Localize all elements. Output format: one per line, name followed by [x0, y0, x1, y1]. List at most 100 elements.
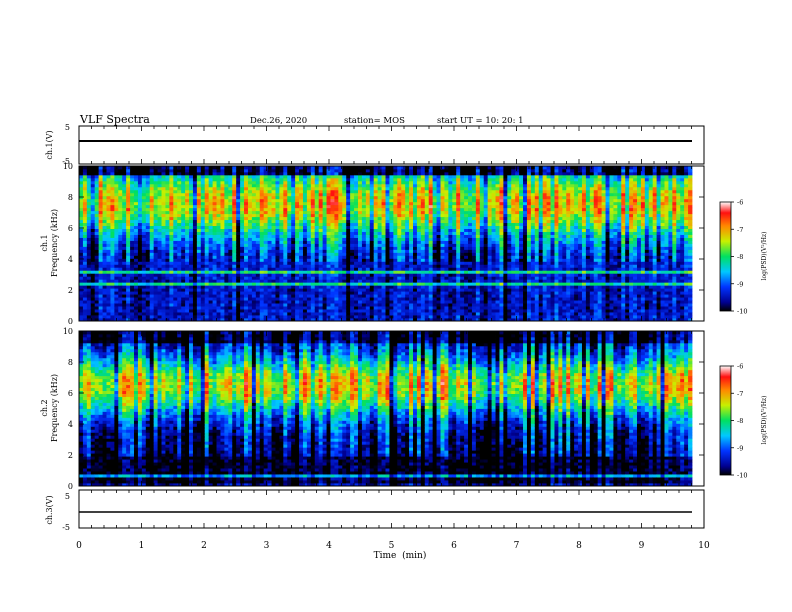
spectrogram-cell [425, 279, 429, 282]
spectrogram-cell [201, 312, 205, 315]
spectrogram-cell [150, 315, 154, 318]
spectrogram-cell [401, 244, 405, 247]
spectrogram-cell [283, 261, 287, 264]
spectrogram-cell [401, 264, 405, 267]
spectrogram-cell [95, 202, 99, 205]
spectrogram-cell [162, 261, 166, 264]
spectrogram-cell [154, 208, 158, 211]
spectrogram-cell [366, 279, 370, 282]
spectrogram-cell [110, 229, 114, 232]
spectrogram-cell [346, 178, 350, 181]
spectrogram-cell [228, 276, 232, 279]
spectrogram-cell [413, 202, 417, 205]
spectrogram-cell [338, 211, 342, 214]
spectrogram-cell [252, 181, 256, 184]
spectrogram-cell [342, 303, 346, 306]
spectrogram-cell [169, 300, 173, 303]
spectrogram-cell [362, 172, 366, 175]
spectrogram-cell [315, 258, 319, 261]
spectrogram-cell [370, 270, 374, 273]
spectrogram-cell [134, 279, 138, 282]
spectrogram-cell [421, 264, 425, 267]
spectrogram-cell [158, 288, 162, 291]
spectrogram-cell [79, 252, 83, 255]
spectrogram-cell [327, 229, 331, 232]
spectrogram-cell [201, 199, 205, 202]
spectrogram-cell [130, 312, 134, 315]
spectrogram-cell [181, 267, 185, 270]
spectrogram-cell [205, 300, 209, 303]
spectrogram-cell [397, 238, 401, 241]
spectrogram-cell [201, 276, 205, 279]
spectrogram-cell [91, 300, 95, 303]
spectrogram-cell [303, 297, 307, 300]
spectrogram-cell [213, 276, 217, 279]
spectrogram-cell [350, 205, 354, 208]
spectrogram-cell [342, 252, 346, 255]
spectrogram-cell [330, 309, 334, 312]
spectrogram-cell [421, 193, 425, 196]
spectrogram-cell [228, 175, 232, 178]
spectrogram-cell [334, 223, 338, 226]
spectrogram-cell [142, 285, 146, 288]
spectrogram-cell [99, 214, 103, 217]
spectrogram-cell [146, 315, 150, 318]
spectrogram-cell [327, 246, 331, 249]
spectrogram-cell [319, 166, 323, 169]
spectrogram-cell [358, 241, 362, 244]
spectrogram-cell [154, 252, 158, 255]
spectrogram-cell [240, 187, 244, 190]
spectrogram-cell [114, 181, 118, 184]
spectrogram-cell [87, 205, 91, 208]
spectrogram-cell [272, 288, 276, 291]
spectrogram-cell [319, 220, 323, 223]
spectrogram-cell [248, 202, 252, 205]
spectrogram-cell [240, 172, 244, 175]
spectrogram-cell [205, 241, 209, 244]
spectrogram-cell [433, 255, 437, 258]
spectrogram-cell [232, 223, 236, 226]
spectrogram-cell [397, 246, 401, 249]
spectrogram-cell [330, 300, 334, 303]
spectrogram-cell [279, 276, 283, 279]
spectrogram-cell [413, 172, 417, 175]
spectrogram-cell [393, 252, 397, 255]
spectrogram-cell [240, 208, 244, 211]
spectrogram-cell [354, 246, 358, 249]
spectrogram-cell [158, 303, 162, 306]
spectrogram-cell [362, 312, 366, 315]
spectrogram-cell [323, 303, 327, 306]
spectrogram-cell [224, 276, 228, 279]
spectrogram-cell [303, 196, 307, 199]
spectrogram-cell [146, 300, 150, 303]
spectrogram-cell [330, 214, 334, 217]
spectrogram-cell [358, 172, 362, 175]
spectrogram-cell [256, 315, 260, 318]
spectrogram-cell [213, 196, 217, 199]
spectrogram-cell [103, 211, 107, 214]
spectrogram-cell [177, 217, 181, 220]
spectrogram-cell [279, 306, 283, 309]
spectrogram-cell [181, 223, 185, 226]
spectrogram-cell [319, 309, 323, 312]
spectrogram-cell [83, 190, 87, 193]
spectrogram-cell [374, 264, 378, 267]
spectrogram-cell [99, 226, 103, 229]
spectrogram-cell [327, 181, 331, 184]
spectrogram-cell [275, 282, 279, 285]
spectrogram-cell [256, 312, 260, 315]
spectrogram-cell [315, 214, 319, 217]
spectrogram-cell [386, 261, 390, 264]
spectrogram-cell [134, 312, 138, 315]
spectrogram-cell [444, 312, 448, 315]
spectrogram-cell [307, 220, 311, 223]
spectrogram-cell [173, 184, 177, 187]
spectrogram-cell [205, 282, 209, 285]
spectrogram-cell [130, 249, 134, 252]
spectrogram-cell [378, 312, 382, 315]
spectrogram-cell [181, 264, 185, 267]
spectrogram-cell [197, 255, 201, 258]
spectrogram-cell [275, 202, 279, 205]
spectrogram-cell [103, 229, 107, 232]
spectrogram-cell [291, 261, 295, 264]
